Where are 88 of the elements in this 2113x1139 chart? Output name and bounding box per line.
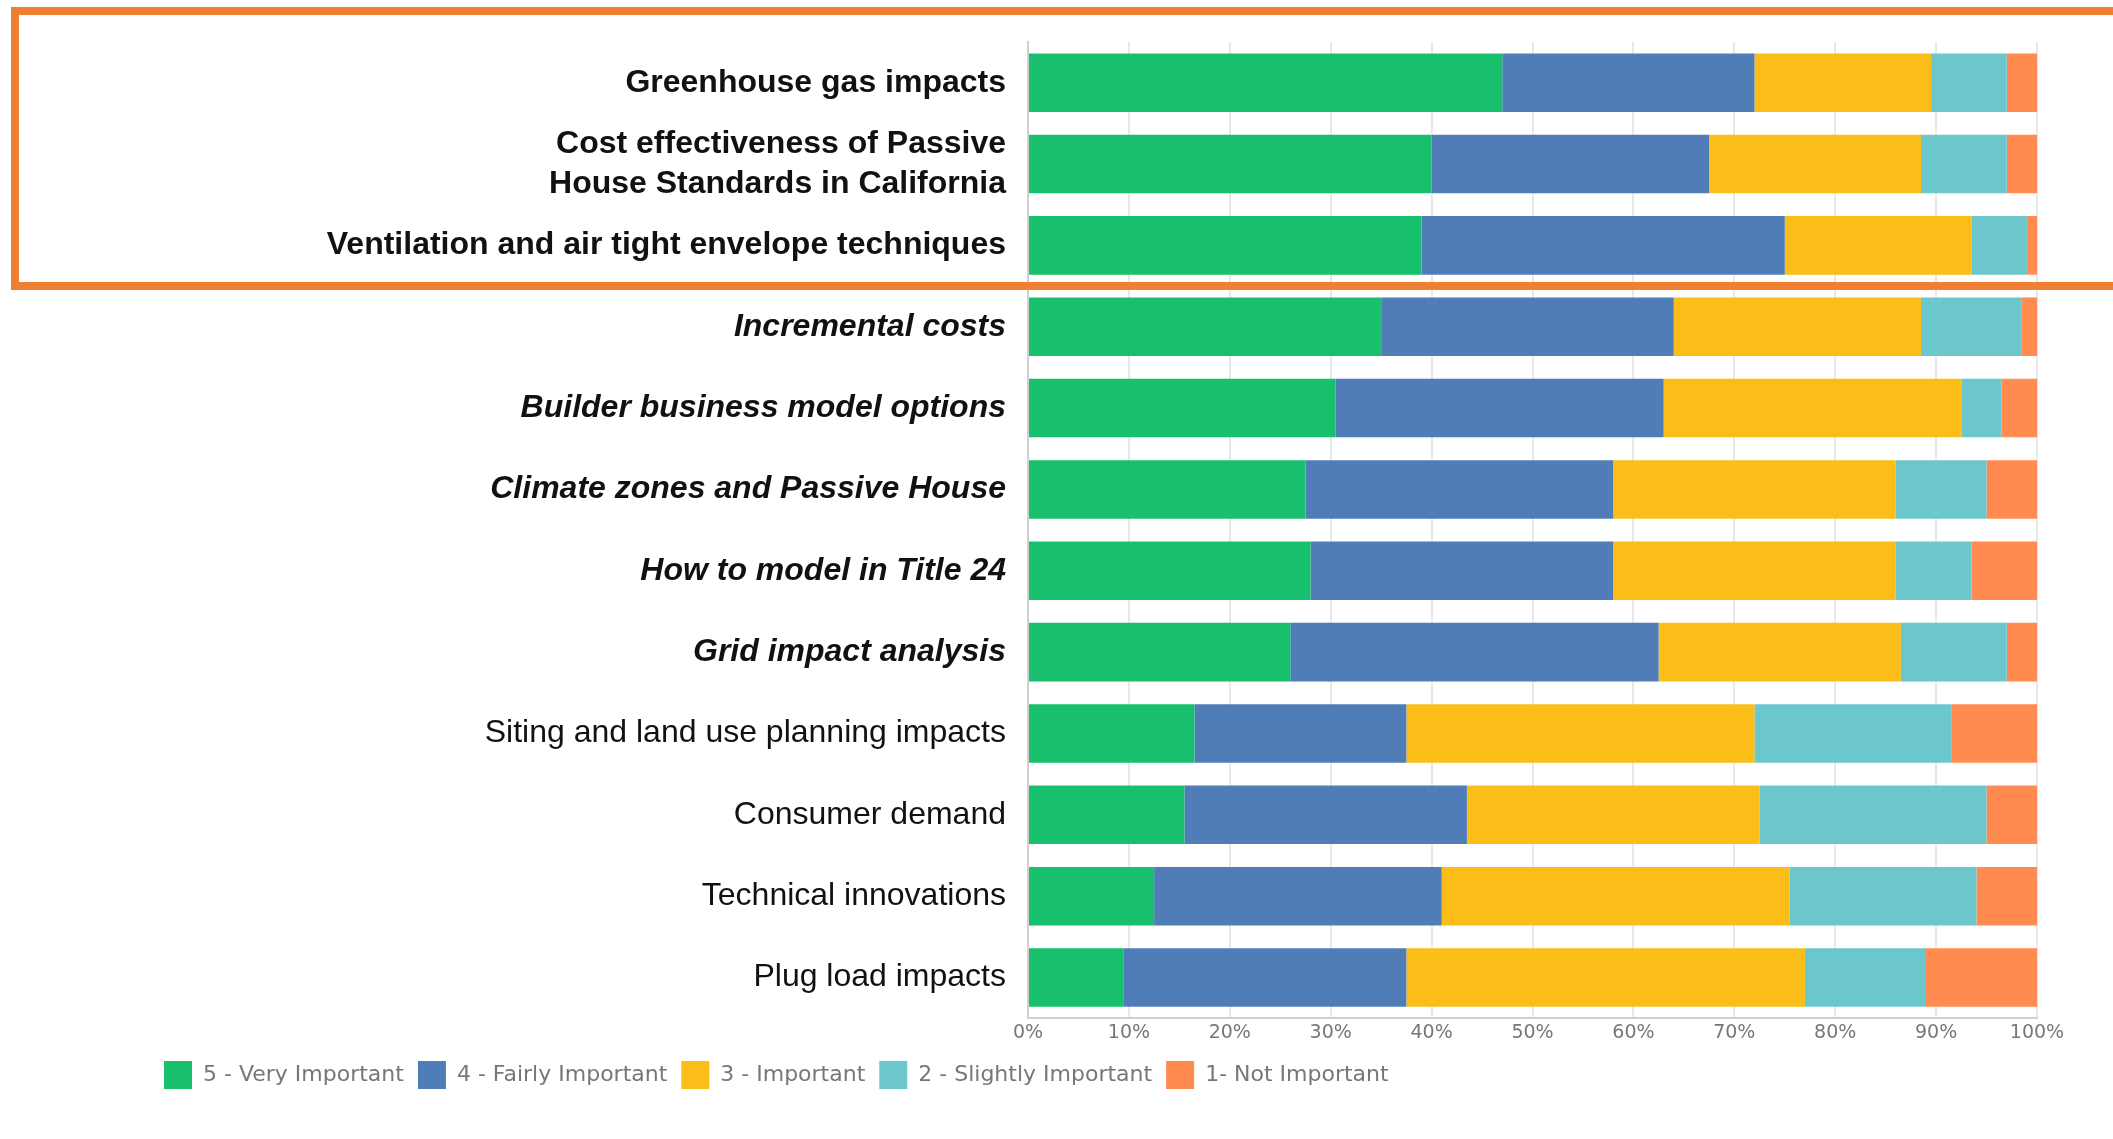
bar [1381,297,1674,357]
bar [1335,378,1664,438]
bar [1613,541,1896,601]
bar [1784,216,1972,275]
x-tick-label: 80% [1814,1019,1857,1042]
bar [1406,948,1805,1007]
bar [1029,866,1155,926]
bar [1029,134,1432,194]
bar [1421,216,1785,275]
y-tick-label: Grid impact analysis [692,631,1006,668]
y-tick-label: Builder business model options [520,387,1006,424]
y-tick-label: Technical innovations [701,876,1006,912]
x-tick-label: 70% [1713,1019,1756,1042]
bar [1759,785,1987,845]
x-tick-label: 100% [2009,1019,2065,1042]
bar [1194,704,1407,763]
bar [1154,866,1442,926]
legend-label: 3 - Important [720,1060,866,1086]
bar [1184,785,1467,845]
x-tick-label: 20% [1208,1019,1251,1042]
bar [1986,785,2037,845]
y-tick-label: Ventilation and air tight envelope techniques [326,225,1006,262]
legend-label: 2 - Slightly Important [918,1060,1153,1086]
legend-label: 4 - Fairly Important [456,1060,668,1086]
bar [1895,460,1987,519]
bar [1709,134,1921,194]
bar [2006,53,2037,112]
bar [1305,460,1614,519]
legend-label: 1- Not Important [1205,1060,1390,1086]
y-tick-label: How to model in Title 24 [640,550,1007,587]
bar [1406,704,1755,763]
y-tick-label: Incremental costs [733,306,1006,343]
x-tick-label: 10% [1107,1019,1151,1042]
bar [1804,948,1927,1007]
bar [1290,622,1659,682]
bar [1663,378,1962,438]
bar [1900,622,2007,682]
y-tick-label: Greenhouse gas impacts [625,62,1006,99]
bar [1673,297,1921,357]
bar [1310,541,1614,601]
bar [1658,622,1901,682]
bar [1754,53,1932,112]
bar [1613,460,1896,519]
bar [1029,785,1185,845]
bar [1951,704,2037,763]
bar [1971,216,2027,275]
bar [1986,460,2037,519]
bar [1029,460,1306,519]
y-tick-label: Plug load impacts [753,957,1006,994]
x-tick-label: 50% [1511,1019,1554,1042]
x-tick-label: 40% [1410,1019,1453,1042]
bar [1502,53,1755,112]
bar [1754,704,1952,763]
bar [1931,53,2007,112]
bar [1029,297,1382,357]
x-tick-label: 0% [1012,1019,1044,1042]
bar [2006,134,2037,194]
bar [1976,866,2037,926]
x-tick-label: 30% [1309,1019,1352,1042]
y-tick-label: Consumer demand [733,794,1006,831]
bar [1029,378,1336,438]
bar [2021,297,2037,357]
bar [1029,622,1291,682]
bar [1920,297,2022,357]
bar [1029,541,1311,601]
y-tick-label: Cost effectiveness of Passive House Standards in California [549,123,1007,200]
y-tick-label: Siting and land use planning impacts [484,713,1006,750]
bar [1895,541,1972,601]
bar [1926,948,2037,1007]
y-tick-label: Climate zones and Passive House [490,469,1006,506]
bar [1961,378,2002,438]
bar [1431,134,1710,194]
bar [1466,785,1760,845]
legend-label: 5 - Very Important [203,1060,405,1086]
bar [2006,622,2037,682]
bar [1789,866,1977,926]
bar [1029,704,1195,763]
bar [1123,948,1407,1007]
bar [1029,216,1422,275]
bar [1920,134,2007,194]
x-tick-label: 60% [1612,1019,1655,1042]
bar [1971,541,2037,601]
bar [2026,216,2037,275]
bar [2001,378,2037,438]
x-tick-label: 90% [1914,1019,1958,1042]
bar [1441,866,1790,926]
bar [1029,948,1124,1007]
bar [1029,53,1503,112]
